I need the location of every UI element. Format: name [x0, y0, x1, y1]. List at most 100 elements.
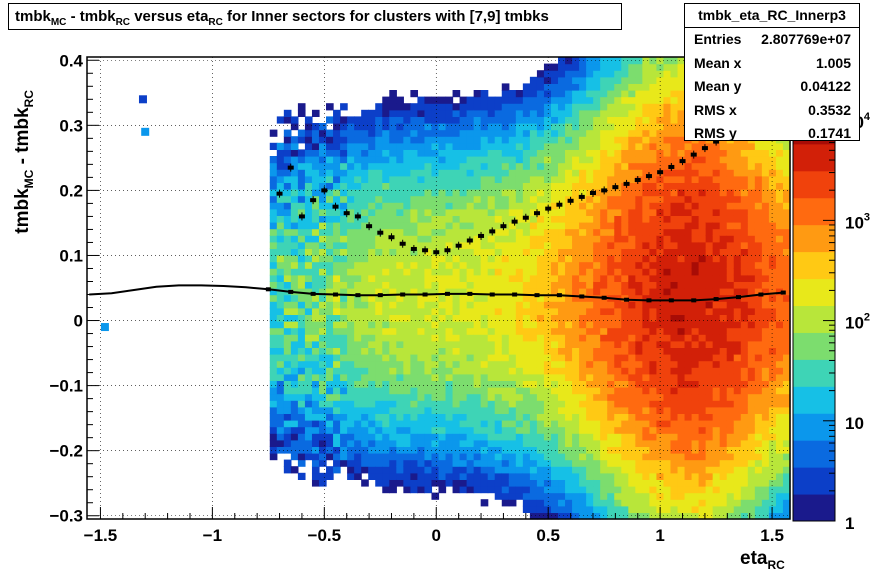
heatmap-cell: [614, 156, 622, 164]
heatmap-cell: [698, 156, 707, 164]
heatmap-cell: [670, 426, 679, 434]
heatmap-cell: [656, 453, 665, 461]
heatmap-cell: [508, 189, 517, 197]
heatmap-cell: [775, 347, 784, 355]
heatmap-cell: [740, 492, 749, 500]
heatmap-cell: [396, 169, 404, 177]
heatmap-cell: [340, 426, 348, 434]
heatmap-cell: [607, 433, 615, 441]
heatmap-cell: [747, 433, 756, 441]
heatmap-cell: [347, 307, 355, 315]
heatmap-cell: [593, 420, 601, 428]
heatmap-cell: [424, 169, 433, 177]
heatmap-cell: [283, 459, 292, 467]
heatmap-cell: [649, 505, 658, 513]
heatmap-cell: [593, 367, 601, 375]
heatmap-cell: [389, 486, 397, 494]
heatmap-cell: [389, 129, 397, 137]
heatmap-cell: [663, 420, 672, 428]
heatmap-cell: [452, 347, 461, 355]
heatmap-cell: [403, 301, 411, 309]
heatmap-cell: [684, 512, 693, 520]
heatmap-cell: [649, 189, 658, 197]
heatmap-cell: [536, 466, 545, 474]
heatmap-cell: [494, 459, 503, 467]
heatmap-cell: [480, 466, 489, 474]
heatmap-cell: [663, 123, 672, 131]
heatmap-cell: [431, 274, 440, 282]
heatmap-cell: [614, 268, 622, 276]
heatmap-cell: [438, 156, 447, 164]
heatmap-cell: [466, 116, 475, 124]
heatmap-cell: [635, 241, 643, 249]
heatmap-cell: [466, 215, 475, 223]
heatmap-cell: [347, 380, 355, 388]
heatmap-cell: [340, 268, 348, 276]
heatmap-cell: [747, 195, 756, 203]
heatmap-cell: [396, 248, 404, 256]
heatmap-cell: [558, 123, 566, 131]
heatmap-cell: [326, 228, 334, 236]
heatmap-cell: [403, 426, 411, 434]
heatmap-cell: [389, 169, 397, 177]
heatmap-cell: [354, 334, 362, 342]
heatmap-cell: [705, 499, 714, 507]
heatmap-cell: [543, 486, 552, 494]
heatmap-cell: [494, 472, 503, 480]
heatmap-cell: [396, 334, 404, 342]
heatmap-cell: [368, 472, 376, 480]
heatmap-cell: [691, 294, 700, 302]
heatmap-cell: [304, 235, 313, 243]
heatmap-cell: [621, 162, 629, 170]
heatmap-cell: [705, 439, 714, 447]
heatmap-cell: [396, 466, 404, 474]
heatmap-cell: [579, 162, 587, 170]
heatmap-cell: [354, 307, 362, 315]
heatmap-cell: [501, 109, 510, 117]
heatmap-cell: [663, 367, 672, 375]
heatmap-cell: [558, 228, 566, 236]
heatmap-cell: [761, 314, 770, 322]
heatmap-cell: [297, 334, 306, 342]
heatmap-cell: [593, 235, 601, 243]
heatmap-cell: [740, 367, 749, 375]
heatmap-cell: [698, 367, 707, 375]
heatmap-cell: [522, 314, 531, 322]
heatmap-cell: [775, 195, 784, 203]
heatmap-cell: [529, 235, 538, 243]
heatmap-cell: [403, 215, 411, 223]
heatmap-cell: [761, 334, 770, 342]
heatmap-cell: [740, 439, 749, 447]
heatmap-cell: [452, 156, 461, 164]
heatmap-cell: [712, 175, 721, 183]
heatmap-cell: [403, 255, 411, 263]
heatmap-cell: [698, 301, 707, 309]
heatmap-cell: [494, 327, 503, 335]
heatmap-cell: [318, 314, 327, 322]
heatmap-cell: [628, 215, 636, 223]
heatmap-cell: [719, 433, 728, 441]
heatmap-cell: [586, 109, 594, 117]
heatmap-cell: [600, 367, 608, 375]
heatmap-cell: [494, 208, 503, 216]
heatmap-cell: [586, 314, 594, 322]
heatmap-cell: [614, 301, 622, 309]
heatmap-cell: [424, 466, 433, 474]
heatmap-cell: [466, 109, 475, 117]
heatmap-cell: [726, 142, 735, 150]
heatmap-cell: [663, 182, 672, 190]
heatmap-cell: [586, 215, 594, 223]
heatmap-cell: [333, 129, 341, 137]
heatmap-cell: [775, 373, 784, 381]
heatmap-cell: [635, 70, 643, 78]
heatmap-cell: [529, 426, 538, 434]
heatmap-cell: [459, 387, 468, 395]
heatmap-cell: [452, 340, 461, 348]
heatmap-cell: [698, 479, 707, 487]
heatmap-cell: [719, 149, 728, 157]
heatmap-cell: [529, 76, 538, 84]
heatmap-cell: [445, 327, 454, 335]
heatmap-cell: [508, 446, 517, 454]
heatmap-cell: [382, 274, 390, 282]
heatmap-cell: [452, 235, 461, 243]
